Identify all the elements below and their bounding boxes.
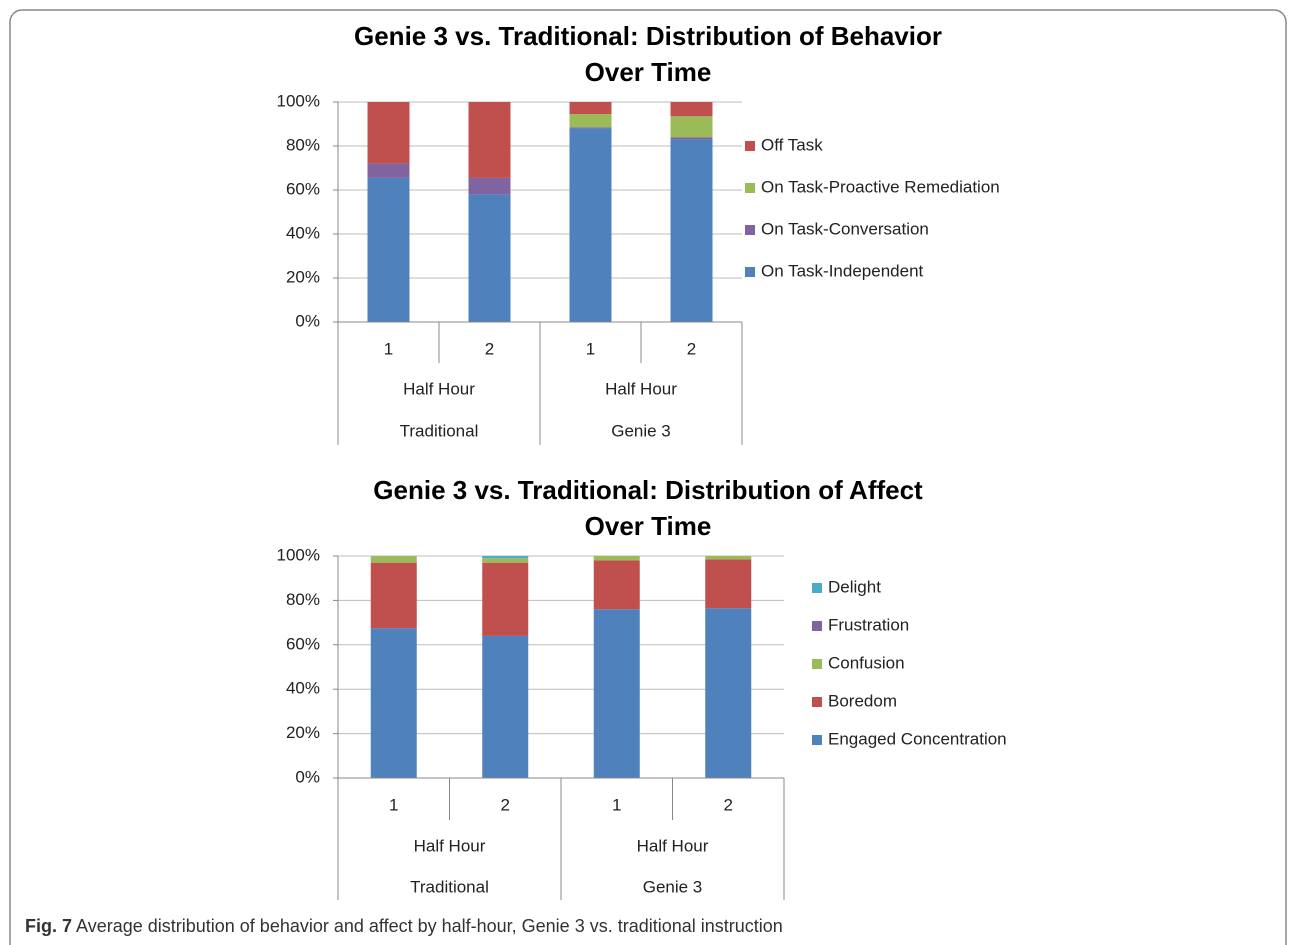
group-label: Traditional <box>400 421 479 440</box>
x-tick-label: 2 <box>687 339 696 358</box>
group-label: Half Hour <box>403 379 475 398</box>
legend-label: On Task-Conversation <box>761 219 929 238</box>
legend-swatch <box>745 141 755 151</box>
x-tick-label: 1 <box>384 339 393 358</box>
y-tick-label: 60% <box>286 634 320 653</box>
chart-title: Genie 3 vs. Traditional: Distribution of… <box>373 475 923 505</box>
frame <box>9 9 1287 945</box>
x-tick-label: 2 <box>485 339 494 358</box>
y-tick-label: 100% <box>277 91 320 110</box>
legend-swatch <box>812 697 822 707</box>
y-tick-label: 80% <box>286 135 320 154</box>
legend-swatch <box>812 583 822 593</box>
x-tick-label: 1 <box>389 795 398 814</box>
bar-segment <box>569 114 612 128</box>
legend-label: Confusion <box>828 653 905 672</box>
y-tick-label: 60% <box>286 179 320 198</box>
caption-label: Fig. 7 <box>25 916 72 936</box>
bar-segment <box>593 560 640 610</box>
legend-label: Delight <box>828 577 881 596</box>
bar-segment <box>468 177 511 195</box>
bar-segment <box>670 116 713 138</box>
y-tick-label: 100% <box>277 545 320 564</box>
x-tick-label: 1 <box>586 339 595 358</box>
legend-swatch <box>812 659 822 669</box>
bar-segment <box>370 556 417 563</box>
caption-text: Average distribution of behavior and aff… <box>76 916 783 936</box>
legend-swatch <box>812 621 822 631</box>
y-tick-label: 80% <box>286 590 320 609</box>
y-tick-label: 40% <box>286 223 320 242</box>
bar-segment <box>569 127 612 129</box>
legend-swatch <box>745 267 755 277</box>
group-label: Traditional <box>410 877 489 896</box>
caption: Fig. 7 Average distribution of behavior … <box>25 916 783 936</box>
bar-segment <box>705 556 752 560</box>
bar-segment <box>468 102 511 178</box>
legend-swatch <box>812 735 822 745</box>
legend-swatch <box>745 183 755 193</box>
bar-segment <box>593 609 640 778</box>
legend-swatch <box>745 225 755 235</box>
bar-segment <box>367 163 410 178</box>
legend-label: Frustration <box>828 615 909 634</box>
bar-segment <box>370 562 417 629</box>
bar-segment <box>367 102 410 164</box>
group-label: Half Hour <box>414 836 486 855</box>
group-label: Genie 3 <box>611 421 671 440</box>
bar-segment <box>670 139 713 322</box>
chart-title: Over Time <box>585 57 712 87</box>
bar-segment <box>482 556 529 559</box>
legend-label: Off Task <box>761 135 823 154</box>
y-tick-label: 0% <box>295 767 320 786</box>
legend-label: On Task-Independent <box>761 261 924 280</box>
bar-segment <box>482 562 529 636</box>
chart-title: Over Time <box>585 511 712 541</box>
group-label: Genie 3 <box>643 877 703 896</box>
bar-segment <box>569 128 612 322</box>
y-tick-label: 20% <box>286 267 320 286</box>
bar-segment <box>482 558 529 563</box>
bar-segment <box>705 608 752 778</box>
bar-segment <box>593 556 640 561</box>
group-label: Half Hour <box>637 836 709 855</box>
x-tick-label: 2 <box>724 795 733 814</box>
bar-segment <box>367 177 410 322</box>
legend-label: Boredom <box>828 691 897 710</box>
bar-segment <box>670 102 713 117</box>
group-label: Half Hour <box>605 379 677 398</box>
legend-label: On Task-Proactive Remediation <box>761 177 1000 196</box>
bar-segment <box>370 628 417 778</box>
bar-segment <box>705 559 752 609</box>
bar-segment <box>569 102 612 115</box>
y-tick-label: 20% <box>286 723 320 742</box>
bar-segment <box>670 137 713 140</box>
y-tick-label: 0% <box>295 311 320 330</box>
legend-label: Engaged Concentration <box>828 729 1007 748</box>
x-tick-label: 2 <box>501 795 510 814</box>
bar-segment <box>468 194 511 322</box>
bar-segment <box>482 635 529 778</box>
y-tick-label: 40% <box>286 679 320 698</box>
chart-title: Genie 3 vs. Traditional: Distribution of… <box>354 21 942 51</box>
x-tick-label: 1 <box>612 795 621 814</box>
